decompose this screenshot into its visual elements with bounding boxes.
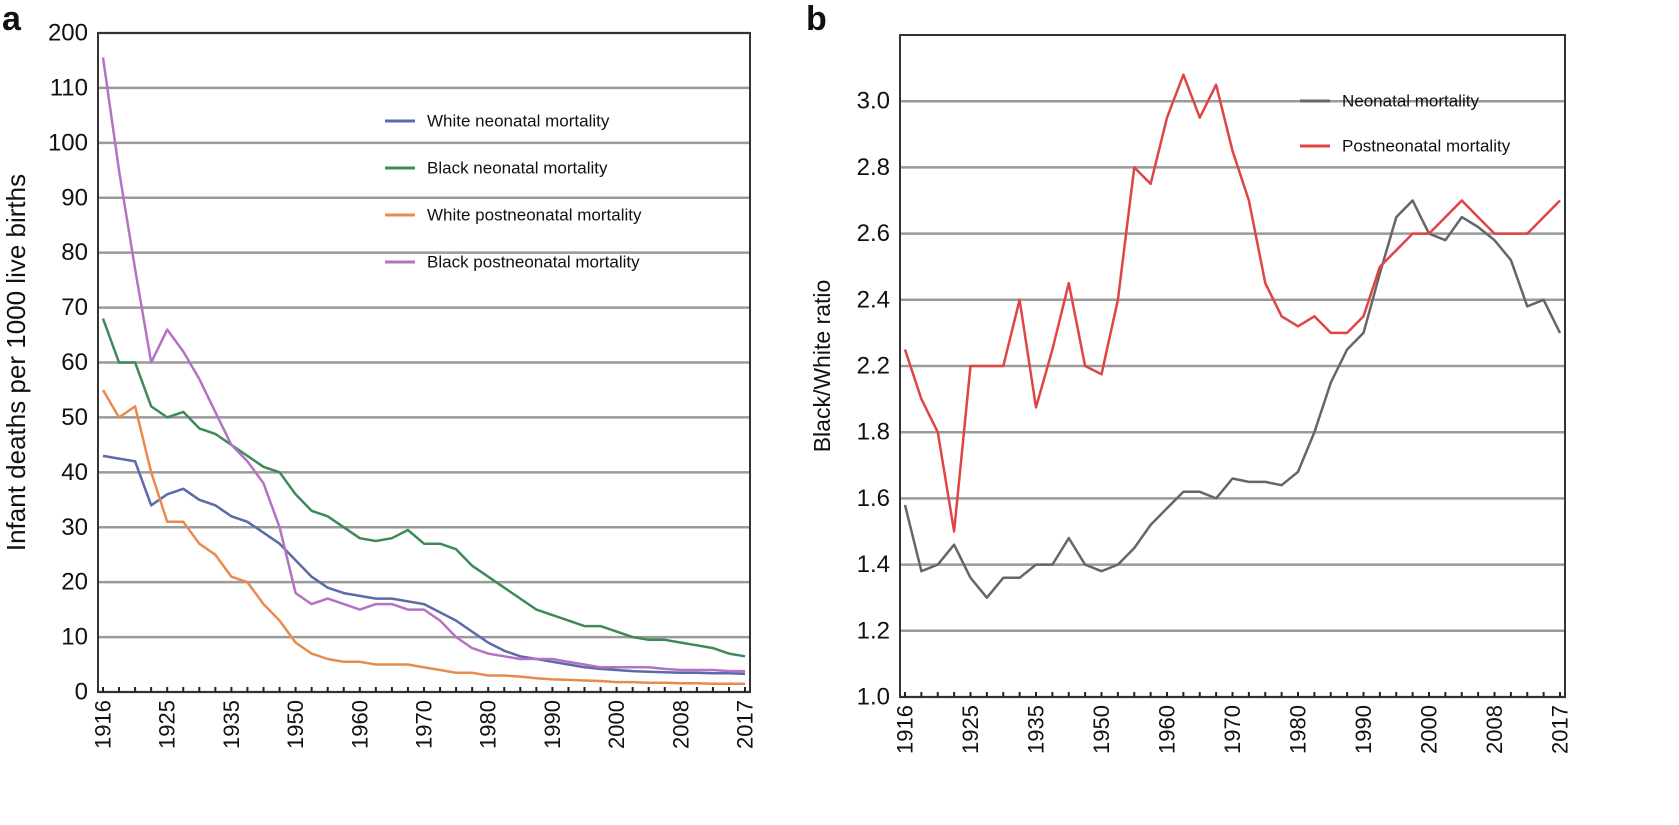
x-tick-label: 1950 <box>1089 705 1114 754</box>
y-tick-label: 1.0 <box>857 684 890 711</box>
y-tick-label: 60 <box>61 349 88 376</box>
legend-label: Black postneonatal mortality <box>427 253 640 272</box>
y-tick-label: 50 <box>61 404 88 431</box>
x-tick-label: 1925 <box>155 700 180 749</box>
x-tick-label: 2000 <box>1417 705 1442 754</box>
y-tick-label: 1.4 <box>857 551 890 578</box>
x-tick-label: 1925 <box>958 705 983 754</box>
data-line <box>101 318 746 658</box>
y-tick-label: 110 <box>50 74 88 101</box>
data-line <box>903 199 1562 599</box>
y-tick-label: 40 <box>61 459 88 486</box>
x-tick-label: 2017 <box>733 700 758 749</box>
y-tick-label: 90 <box>61 184 88 211</box>
x-tick-label: 1970 <box>1220 705 1245 754</box>
data-line <box>903 73 1561 533</box>
y-tick-label: 2.2 <box>857 353 890 380</box>
x-tick-label: 1990 <box>1351 705 1376 754</box>
x-tick-label: 1990 <box>540 700 565 749</box>
data-line <box>101 389 745 686</box>
y-tick-label: 10 <box>61 624 88 651</box>
y-tick-label: 2.4 <box>857 286 890 313</box>
y-tick-label: 70 <box>61 294 88 321</box>
y-axis-title: Infant deaths per 1000 live births <box>1 174 31 551</box>
y-tick-label: 20 <box>61 569 88 596</box>
y-tick-label: 3.0 <box>857 88 890 115</box>
x-tick-label: 1935 <box>219 700 244 749</box>
y-tick-label: 0 <box>75 679 88 706</box>
legend-label: Neonatal mortality <box>1342 92 1480 111</box>
x-tick-label: 1950 <box>283 700 308 749</box>
y-axis-title: Black/White ratio <box>809 280 835 453</box>
panel-label: a <box>2 0 22 38</box>
x-tick-label: 2008 <box>668 700 693 749</box>
x-tick-label: 1916 <box>893 705 918 754</box>
y-tick-label: 100 <box>48 129 88 156</box>
x-tick-label: 2017 <box>1548 705 1573 754</box>
y-tick-label: 80 <box>61 239 88 266</box>
y-tick-label: 1.6 <box>857 485 890 512</box>
legend-label: White neonatal mortality <box>427 112 610 131</box>
x-tick-label: 1960 <box>347 700 372 749</box>
data-line <box>101 57 745 673</box>
y-tick-label: 2.6 <box>857 220 890 247</box>
y-tick-label: 1.8 <box>857 419 890 446</box>
x-tick-label: 2008 <box>1482 705 1507 754</box>
x-tick-label: 1916 <box>91 700 116 749</box>
x-tick-label: 1960 <box>1155 705 1180 754</box>
x-tick-label: 1980 <box>476 700 501 749</box>
x-tick-label: 1980 <box>1286 705 1311 754</box>
legend-label: Postneonatal mortality <box>1342 137 1511 156</box>
y-tick-label: 30 <box>61 514 88 541</box>
x-tick-label: 2000 <box>604 700 629 749</box>
x-tick-label: 1970 <box>412 700 437 749</box>
y-tick-label: 2.8 <box>857 154 890 181</box>
legend-label: Black neonatal mortality <box>427 159 608 178</box>
panel-label: b <box>806 0 827 38</box>
y-tick-label: 200 <box>48 20 88 47</box>
x-tick-label: 1935 <box>1024 705 1049 754</box>
data-line <box>102 454 746 676</box>
legend-label: White postneonatal mortality <box>427 206 642 225</box>
y-tick-label: 1.2 <box>857 617 890 644</box>
